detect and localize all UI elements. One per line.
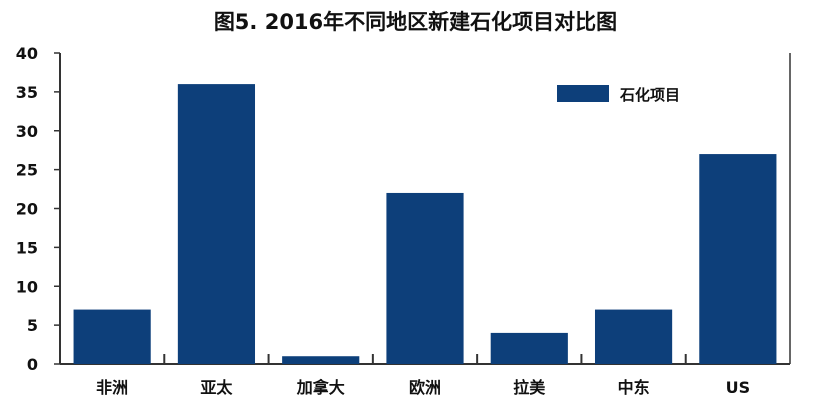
x-axis-labels: 非洲 亚太 加拿大 欧洲 拉美 中东 US bbox=[96, 354, 750, 397]
bar-1 bbox=[177, 84, 256, 364]
bar-0 bbox=[73, 309, 151, 364]
y-tick-label: 35 bbox=[16, 83, 38, 102]
bar-3 bbox=[386, 192, 464, 364]
y-axis-ticks: 0 5 10 15 20 25 30 35 40 bbox=[16, 44, 60, 374]
x-tick-label: US bbox=[726, 378, 751, 397]
bar-2 bbox=[282, 356, 360, 364]
bar-4 bbox=[490, 332, 568, 364]
x-tick-label: 拉美 bbox=[513, 378, 546, 397]
legend-label: 石化项目 bbox=[619, 86, 680, 104]
y-tick-label: 10 bbox=[16, 277, 38, 296]
bars bbox=[73, 84, 777, 364]
y-tick-label: 15 bbox=[16, 238, 38, 257]
y-tick-label: 0 bbox=[27, 355, 38, 374]
chart-title: 图5. 2016年不同地区新建石化项目对比图 bbox=[213, 10, 618, 34]
x-tick-label: 加拿大 bbox=[296, 378, 345, 397]
bar-6 bbox=[699, 154, 777, 364]
y-tick-label: 40 bbox=[16, 44, 38, 63]
x-tick-label: 亚太 bbox=[200, 378, 233, 397]
x-tick-label: 中东 bbox=[618, 378, 650, 397]
x-tick-label: 非洲 bbox=[96, 378, 128, 397]
y-tick-label: 5 bbox=[27, 316, 38, 335]
y-tick-label: 30 bbox=[16, 122, 38, 141]
legend: 石化项目 bbox=[557, 85, 680, 104]
y-tick-label: 25 bbox=[16, 161, 38, 180]
y-tick-label: 20 bbox=[16, 200, 38, 219]
legend-swatch bbox=[557, 85, 609, 102]
bar-5 bbox=[594, 309, 673, 364]
x-tick-label: 欧洲 bbox=[409, 378, 441, 397]
